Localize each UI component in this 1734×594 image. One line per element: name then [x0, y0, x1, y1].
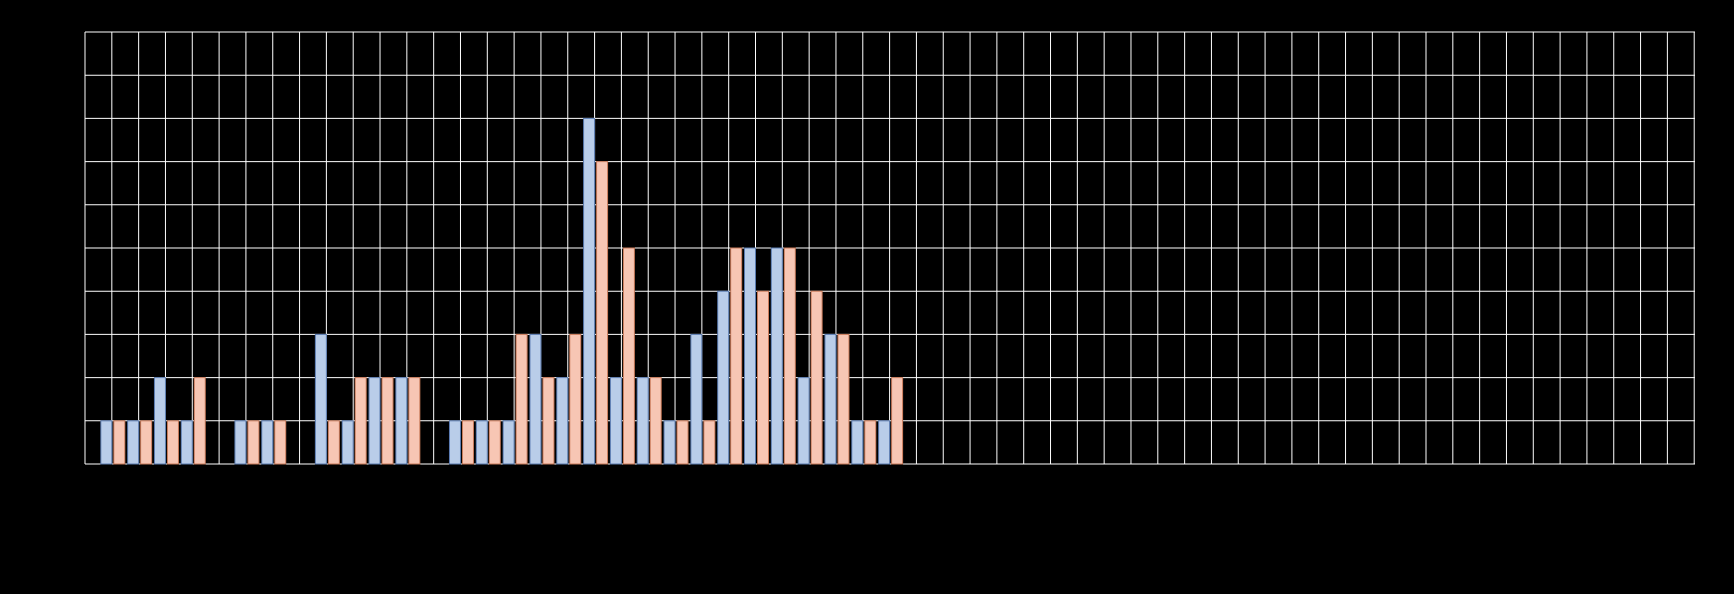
bar-series-a: [315, 334, 326, 464]
bar-series-a: [879, 421, 890, 464]
bar-series-b: [141, 421, 152, 464]
bar-series-a: [369, 378, 380, 464]
bar-series-a: [342, 421, 353, 464]
bar-series-b: [355, 378, 366, 464]
bar-series-b: [516, 334, 527, 464]
bar-series-b: [677, 421, 688, 464]
bar-series-a: [128, 421, 139, 464]
bar-series-a: [449, 421, 460, 464]
bar-series-b: [114, 421, 125, 464]
bar-series-b: [194, 378, 205, 464]
bar-series-a: [181, 421, 192, 464]
bar-series-a: [825, 334, 836, 464]
bar-series-a: [798, 378, 809, 464]
chart-background: [0, 0, 1734, 594]
bar-series-b: [784, 248, 795, 464]
bar-series-a: [262, 421, 273, 464]
bar-series-b: [597, 162, 608, 464]
bar-series-a: [771, 248, 782, 464]
bar-series-b: [731, 248, 742, 464]
bar-series-a: [745, 248, 756, 464]
bar-series-b: [167, 421, 178, 464]
bar-series-b: [570, 334, 581, 464]
bar-series-a: [476, 421, 487, 464]
bar-series-b: [758, 291, 769, 464]
bar-series-a: [396, 378, 407, 464]
bar-series-b: [382, 378, 393, 464]
bar-series-b: [650, 378, 661, 464]
bar-series-a: [664, 421, 675, 464]
bar-series-b: [892, 378, 903, 464]
bar-series-a: [718, 291, 729, 464]
bar-series-b: [248, 421, 259, 464]
bar-series-a: [154, 378, 165, 464]
chart-container: [0, 0, 1734, 594]
bar-series-a: [503, 421, 514, 464]
bar-series-a: [610, 378, 621, 464]
bar-series-b: [543, 378, 554, 464]
bar-series-b: [328, 421, 339, 464]
bar-series-b: [865, 421, 876, 464]
bar-series-b: [462, 421, 473, 464]
bar-series-b: [275, 421, 286, 464]
bar-series-b: [489, 421, 500, 464]
bar-series-a: [691, 334, 702, 464]
bar-series-a: [852, 421, 863, 464]
bar-series-b: [623, 248, 634, 464]
bar-series-a: [530, 334, 541, 464]
bar-series-b: [811, 291, 822, 464]
bar-series-a: [235, 421, 246, 464]
bar-series-a: [584, 118, 595, 464]
bar-series-b: [838, 334, 849, 464]
bar-series-a: [101, 421, 112, 464]
bar-series-a: [637, 378, 648, 464]
bar-series-b: [704, 421, 715, 464]
bar-series-b: [409, 378, 420, 464]
bar-chart: [0, 0, 1734, 594]
bar-series-a: [557, 378, 568, 464]
